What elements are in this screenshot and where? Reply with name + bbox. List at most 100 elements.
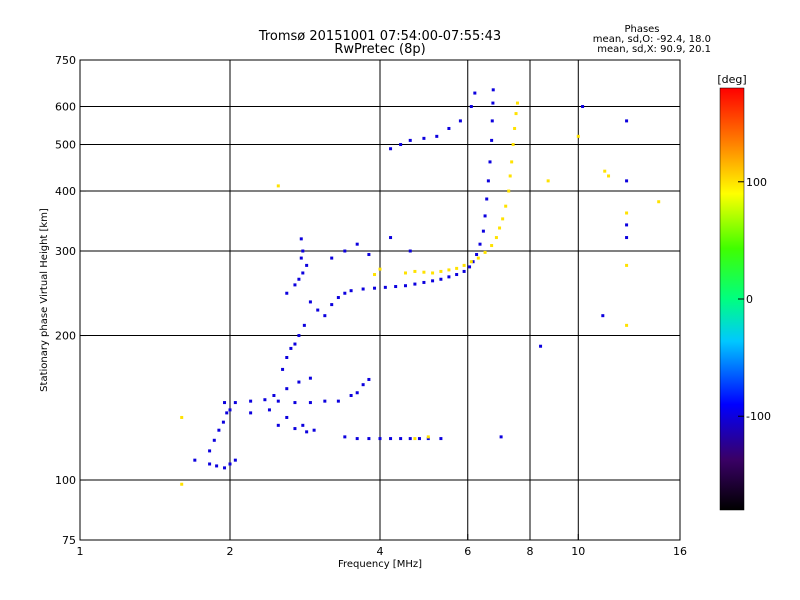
data-point-o xyxy=(285,355,289,359)
data-point-o xyxy=(299,256,303,260)
data-point-o xyxy=(469,105,473,109)
data-point-x xyxy=(504,204,508,208)
data-point-o xyxy=(336,296,340,300)
data-point-o xyxy=(491,88,495,92)
data-point-o xyxy=(330,256,334,260)
data-point-x xyxy=(469,260,473,264)
phases-stats-x: mean, sd,X: 90.9, 20.1 xyxy=(597,44,711,55)
data-point-x xyxy=(455,266,459,270)
x-tick-label: 8 xyxy=(527,545,534,558)
data-point-o xyxy=(343,291,347,295)
data-point-o xyxy=(367,253,371,257)
data-point-o xyxy=(302,323,306,327)
data-point-o xyxy=(481,229,485,233)
data-point-x xyxy=(501,217,505,221)
data-point-o xyxy=(228,462,232,466)
data-point-o xyxy=(458,119,462,123)
data-point-x xyxy=(422,270,426,274)
data-point-x xyxy=(508,174,512,178)
data-points xyxy=(180,88,661,486)
data-point-o xyxy=(281,367,285,371)
data-point-o xyxy=(297,277,301,281)
x-axis-label: Frequency [MHz] xyxy=(338,559,422,570)
x-tick-label: 1 xyxy=(77,545,84,558)
x-axis-ticks: 1 2 4 6 8 10 16 xyxy=(77,534,687,558)
data-point-o xyxy=(343,249,347,253)
phases-header: Phases xyxy=(624,24,659,35)
data-point-o xyxy=(212,438,216,442)
data-point-o xyxy=(394,285,398,289)
data-point-o xyxy=(336,399,340,403)
data-point-o xyxy=(447,126,451,130)
data-point-x xyxy=(373,273,377,277)
y-axis-label: Stationary phase Virtual Height [km] xyxy=(39,208,50,392)
data-point-o xyxy=(305,263,309,267)
colorbar-tick-label: 100 xyxy=(746,176,767,189)
data-point-x xyxy=(378,267,382,271)
data-point-x xyxy=(180,415,184,419)
phases-stats-o: mean, sd,O: -92.4, 18.0 xyxy=(593,34,711,45)
data-point-o xyxy=(330,303,334,307)
data-point-o xyxy=(223,401,227,405)
data-point-o xyxy=(228,408,232,412)
data-point-o xyxy=(349,394,353,398)
data-point-o xyxy=(276,399,280,403)
data-point-o xyxy=(249,411,253,415)
y-tick-label: 100 xyxy=(55,474,76,487)
data-point-o xyxy=(308,401,312,405)
colorbar-tick-label: 0 xyxy=(746,293,753,306)
data-point-o xyxy=(233,401,237,405)
data-point-o xyxy=(486,179,490,183)
data-point-o xyxy=(413,282,417,286)
data-point-o xyxy=(293,342,297,346)
data-point-o xyxy=(361,287,365,291)
data-point-o xyxy=(293,401,297,405)
data-point-x xyxy=(180,482,184,486)
data-point-o xyxy=(301,423,305,427)
data-point-x xyxy=(498,226,502,230)
y-tick-label: 500 xyxy=(55,139,76,152)
data-point-o xyxy=(408,138,412,142)
data-point-o xyxy=(267,408,271,412)
grid-lines xyxy=(80,60,680,540)
data-point-o xyxy=(301,271,305,275)
data-point-o xyxy=(455,273,459,277)
data-point-o xyxy=(215,464,219,468)
data-point-o xyxy=(349,289,353,293)
data-point-o xyxy=(439,277,443,281)
data-point-o xyxy=(285,415,289,419)
data-point-o xyxy=(249,399,253,403)
data-point-o xyxy=(217,428,221,432)
data-point-o xyxy=(308,376,312,380)
y-tick-label: 300 xyxy=(55,245,76,258)
data-point-x xyxy=(625,323,629,327)
data-point-x xyxy=(510,160,514,164)
data-point-o xyxy=(293,427,297,431)
data-point-o xyxy=(403,284,407,288)
data-point-o xyxy=(323,399,327,403)
data-point-o xyxy=(431,279,435,283)
data-point-o xyxy=(343,435,347,439)
data-point-o xyxy=(539,344,543,348)
data-point-o xyxy=(422,280,426,284)
x-tick-label: 6 xyxy=(464,545,471,558)
colorbar-tick-label: -100 xyxy=(746,410,771,423)
data-point-o xyxy=(361,383,365,387)
data-point-x xyxy=(476,256,480,260)
data-point-o xyxy=(355,242,359,246)
data-point-x xyxy=(490,244,494,248)
data-point-x xyxy=(603,169,607,173)
data-point-o xyxy=(625,223,629,227)
y-tick-label: 600 xyxy=(55,101,76,114)
data-point-o xyxy=(312,428,316,432)
data-point-x xyxy=(483,250,487,254)
data-point-o xyxy=(285,291,289,295)
data-point-o xyxy=(301,249,305,253)
data-point-x xyxy=(576,134,580,138)
data-point-x xyxy=(511,143,515,147)
data-point-x xyxy=(546,179,550,183)
data-point-o xyxy=(299,237,303,241)
data-point-x xyxy=(657,200,661,204)
data-point-o xyxy=(225,411,229,415)
